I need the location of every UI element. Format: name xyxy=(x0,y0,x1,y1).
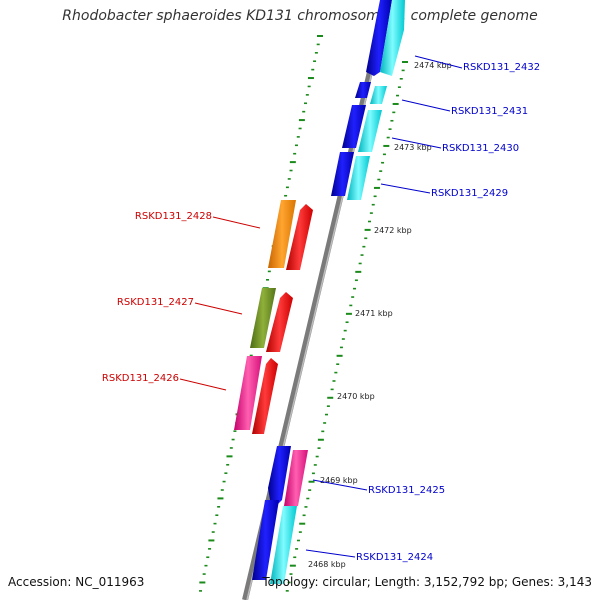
gene-features xyxy=(234,0,405,584)
gene-arrow-cyan[interactable] xyxy=(358,110,382,152)
tick-labels: 2474 kbp 2473 kbp 2472 kbp 2471 kbp 2470 kbp… xyxy=(308,61,452,569)
gene-arrow-magenta[interactable] xyxy=(284,450,308,506)
gene-arrow-blue[interactable] xyxy=(366,0,392,76)
gene-label[interactable]: RSKD131_2432 xyxy=(463,62,540,73)
gene-leader-line xyxy=(212,216,261,229)
gene-label[interactable]: RSKD131_2430 xyxy=(442,143,519,154)
gene-label[interactable]: RSKD131_2424 xyxy=(356,552,433,563)
gene-arrow-blue[interactable] xyxy=(342,105,366,148)
gene-leader-line xyxy=(305,549,356,558)
gene-label[interactable]: RSKD131_2429 xyxy=(431,188,508,199)
gene-label[interactable]: RSKD131_2431 xyxy=(451,106,528,117)
tick-label: 2471 kbp xyxy=(355,309,393,318)
accession-label: Accession: NC_011963 xyxy=(8,575,145,589)
gene-label[interactable]: RSKD131_2427 xyxy=(117,297,194,308)
gene-leader-line xyxy=(312,479,368,491)
right-scale-track xyxy=(285,61,408,592)
gene-arrow-blue[interactable] xyxy=(252,500,279,580)
gene-arrow-olive[interactable] xyxy=(250,288,276,348)
gene-arrow-cyan[interactable] xyxy=(347,156,370,200)
gene-arrow-cyan[interactable] xyxy=(370,86,387,104)
gene-leader-line xyxy=(414,55,463,69)
gene-arrow-cyan[interactable] xyxy=(380,0,405,76)
gene-arrow-red[interactable] xyxy=(286,204,313,270)
gene-arrow-magenta[interactable] xyxy=(234,356,262,430)
gene-arrow-blue[interactable] xyxy=(355,82,371,98)
gene-arrow-blue[interactable] xyxy=(331,152,354,196)
gene-label[interactable]: RSKD131_2428 xyxy=(135,211,212,222)
tick-label: 2473 kbp xyxy=(394,143,432,152)
gene-leader-line xyxy=(380,183,431,194)
tick-label: 2470 kbp xyxy=(337,392,375,401)
tick-label: 2474 kbp xyxy=(414,61,452,70)
topology-label: Topology: circular; Length: 3,152,792 bp… xyxy=(262,575,592,589)
tick-label: 2469 kbp xyxy=(320,476,358,485)
gene-arrow-blue[interactable] xyxy=(268,446,291,506)
gene-arrow-cyan[interactable] xyxy=(270,506,297,584)
gene-labels: RSKD131_2432 RSKD131_2431 RSKD131_2430 RSKD… xyxy=(102,55,540,563)
gene-leader-line xyxy=(401,99,451,112)
tick-label: 2472 kbp xyxy=(374,226,412,235)
gene-arrow-red[interactable] xyxy=(266,292,293,352)
gene-arrow-orange[interactable] xyxy=(268,200,296,268)
gene-arrow-red[interactable] xyxy=(252,358,278,434)
tick-label: 2468 kbp xyxy=(308,560,346,569)
gene-leader-line xyxy=(194,302,243,315)
gene-label[interactable]: RSKD131_2425 xyxy=(368,485,445,496)
gene-leader-line xyxy=(391,137,442,149)
map-title: Rhodobacter sphaeroides KD131 chromosome… xyxy=(62,8,538,24)
gene-label[interactable]: RSKD131_2426 xyxy=(102,373,179,384)
gene-leader-line xyxy=(179,378,227,391)
